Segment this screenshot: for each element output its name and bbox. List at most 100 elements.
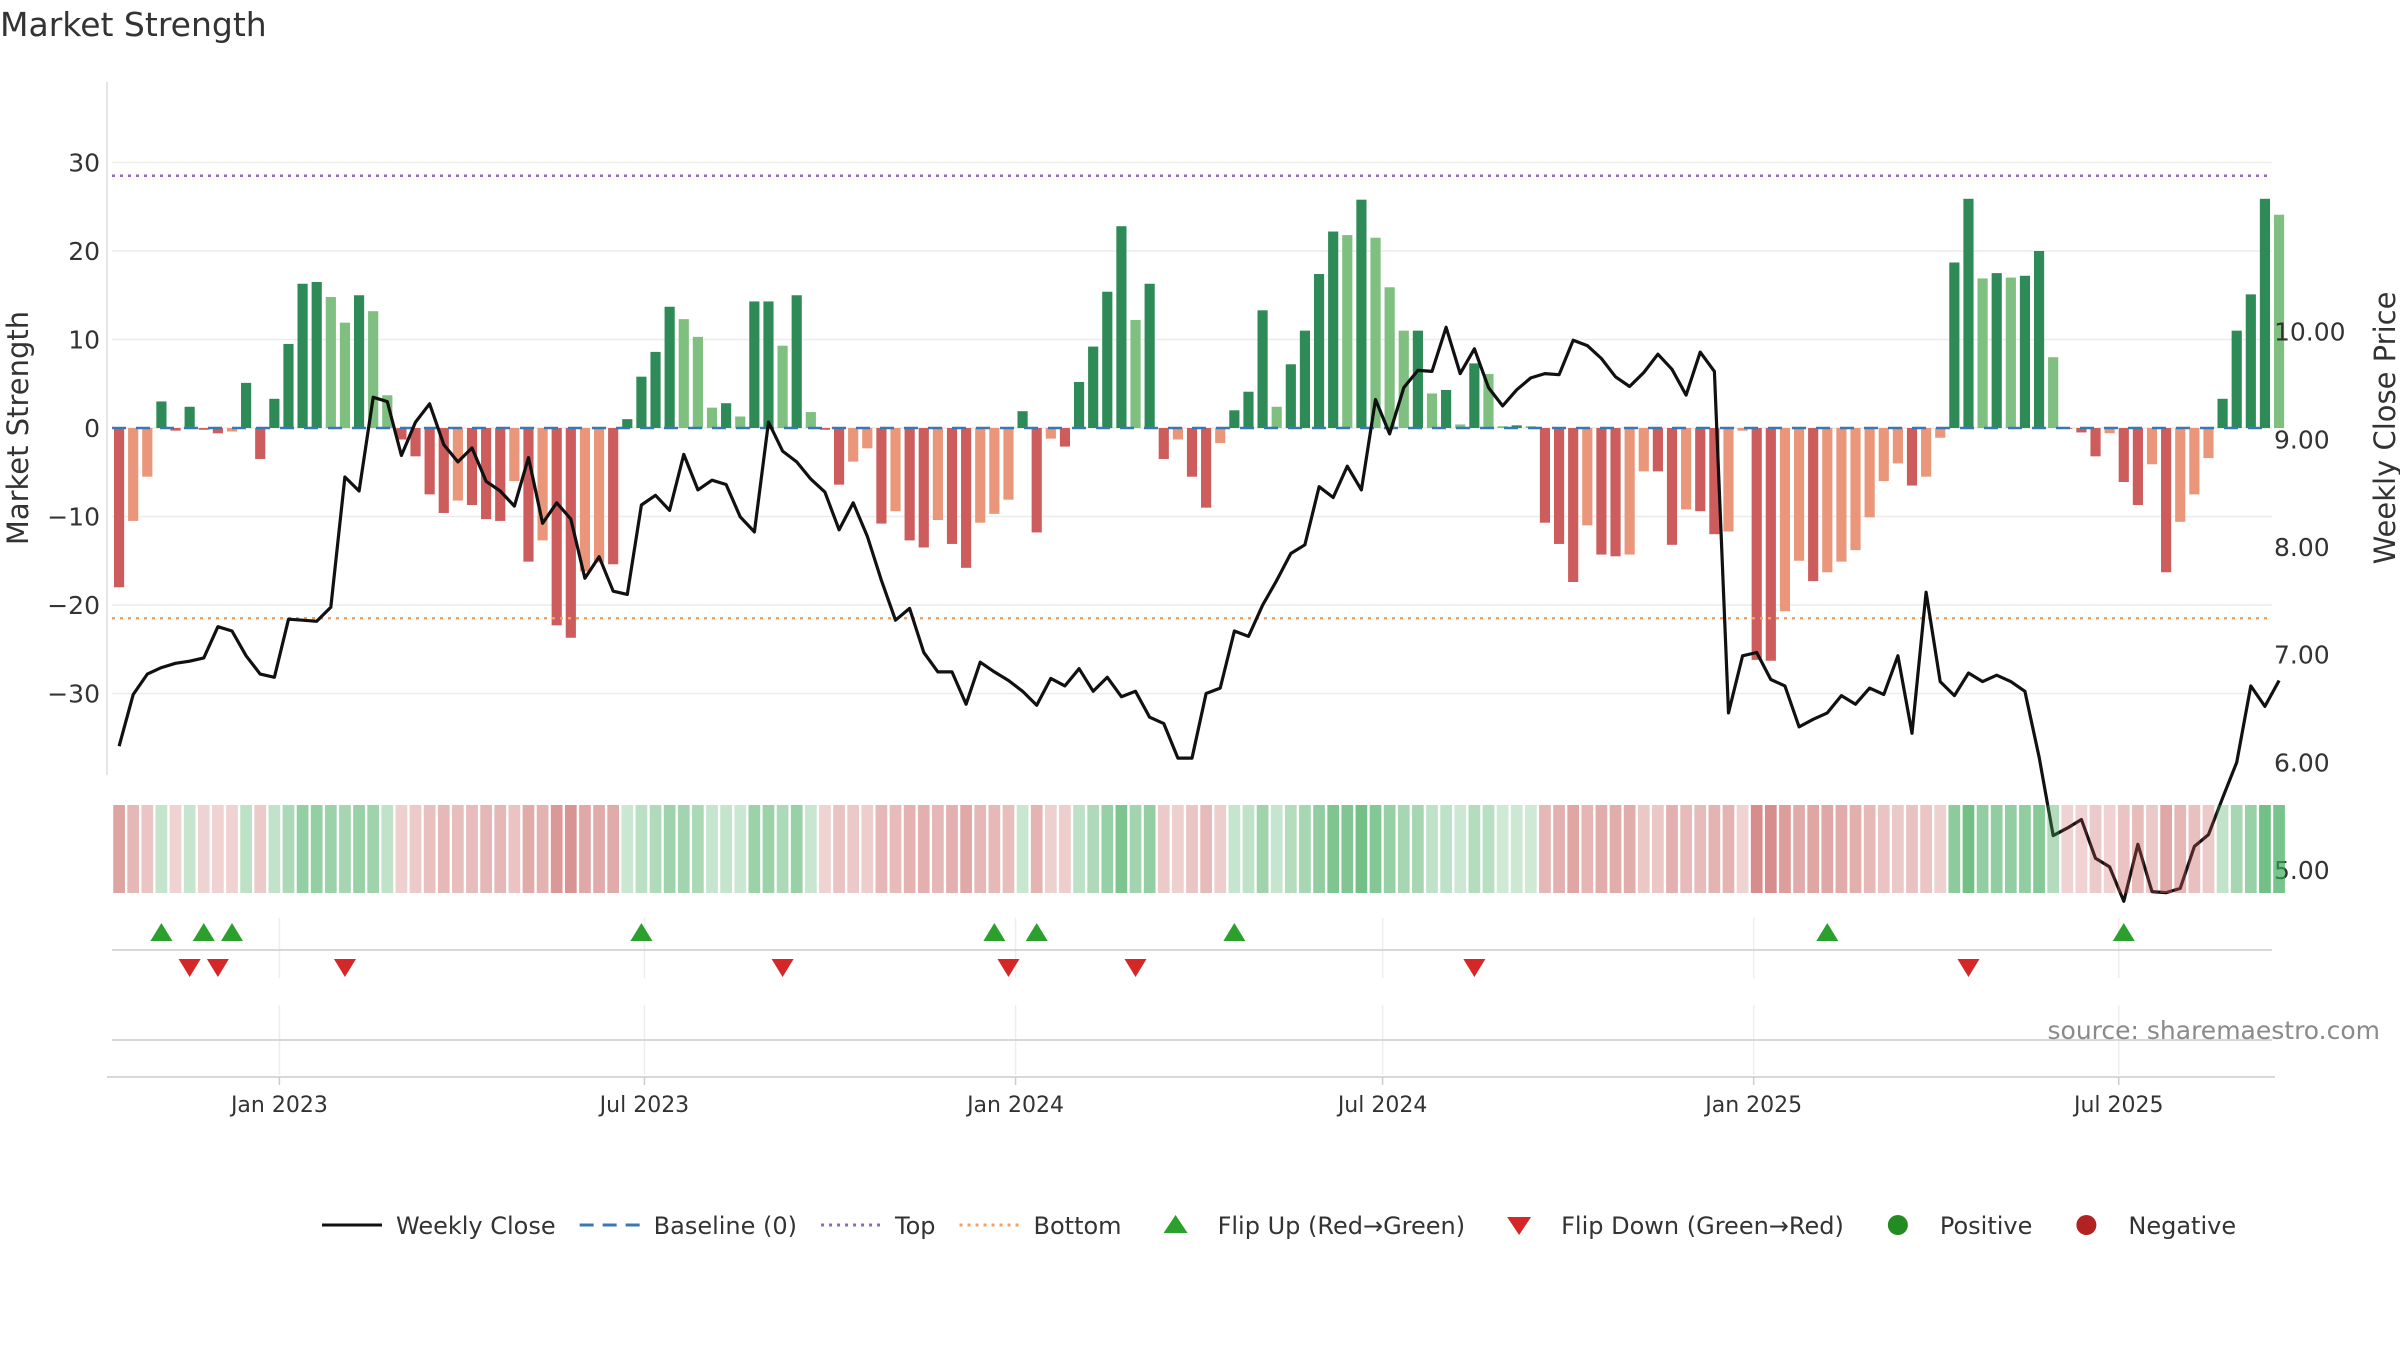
axes: −30−20−1001020305.006.007.008.009.0010.0… — [1, 82, 2400, 885]
band-tile — [932, 805, 944, 893]
strength-bar — [1059, 428, 1071, 447]
strength-bar — [1102, 291, 1113, 428]
strength-bar — [1666, 428, 1678, 545]
band-tile — [113, 805, 125, 893]
band-tile — [1976, 805, 1989, 893]
strength-bar — [1172, 428, 1183, 440]
band-tile — [1877, 805, 1890, 893]
source-label: source: sharemaestro.com — [2048, 1016, 2381, 1045]
band-tile — [1073, 805, 1085, 893]
strength-bar — [269, 398, 280, 428]
band-tile — [1172, 805, 1184, 893]
strength-bar — [297, 283, 308, 428]
chart-title: Market Strength — [0, 5, 267, 44]
legend-label: Top — [894, 1212, 936, 1240]
band-tile — [395, 805, 408, 893]
strength-bar — [2189, 428, 2200, 495]
band-tile — [1256, 805, 1269, 893]
band-tile — [452, 805, 464, 893]
band-tile — [240, 805, 252, 893]
band-tile — [254, 805, 267, 893]
weekly-close-series — [117, 325, 2281, 903]
band-tile — [141, 805, 154, 893]
strength-bar — [2273, 214, 2285, 428]
band-tile — [409, 805, 422, 893]
band-tile — [437, 805, 450, 893]
strength-bar — [2019, 275, 2031, 428]
band-tile — [621, 805, 634, 893]
strength-bar — [763, 301, 774, 428]
band-tile — [1694, 805, 1707, 893]
legend-label: Negative — [2128, 1212, 2236, 1240]
strength-bar — [1003, 428, 1014, 500]
band-tile — [579, 805, 591, 893]
flip-up-marker — [630, 923, 653, 941]
legend-item: Positive — [1887, 1212, 2032, 1240]
band-tile — [1736, 805, 1749, 893]
band-tile — [2117, 805, 2130, 893]
strength-bar — [946, 428, 958, 544]
legend-circle-icon — [2076, 1215, 2097, 1235]
band-tile — [1962, 805, 1975, 893]
band-tile — [1581, 805, 1594, 893]
band-tile — [2075, 805, 2088, 893]
band-tile — [2103, 805, 2116, 893]
band-tile — [1327, 805, 1340, 893]
strength-bar — [2217, 398, 2228, 428]
strength-bar — [1808, 428, 1819, 582]
strength-bar — [1243, 391, 1254, 428]
band-tile — [494, 805, 507, 893]
strength-bar — [2175, 428, 2186, 522]
strength-bar — [2118, 428, 2129, 482]
band-tile — [1002, 805, 1015, 893]
band-tile — [692, 805, 704, 893]
band-tile — [1539, 805, 1551, 893]
band-tile — [1369, 805, 1382, 893]
strength-bar — [1906, 428, 1918, 486]
strength-bar — [212, 428, 223, 434]
band-tile — [1948, 805, 1961, 893]
band-tile — [1510, 805, 1523, 893]
band-tile — [2230, 805, 2243, 893]
band-tile — [381, 805, 394, 893]
band-tile — [296, 805, 309, 893]
strength-bar — [537, 428, 548, 541]
strength-bar — [961, 428, 972, 568]
strength-bar — [2231, 330, 2242, 428]
band-tile — [1115, 805, 1128, 893]
strength-bar — [452, 428, 463, 501]
y-tick-label: 0 — [84, 414, 100, 443]
band-tile — [2061, 805, 2074, 893]
band-tile — [522, 805, 535, 893]
band-tile — [1143, 805, 1156, 893]
band-tile — [748, 805, 761, 893]
band-tile — [635, 805, 648, 893]
strength-bar — [1935, 428, 1946, 438]
y-axis-title: Market Strength — [1, 311, 35, 545]
band-tile — [536, 805, 549, 893]
band-tile — [310, 805, 323, 893]
strength-bar — [848, 428, 859, 462]
band-tile — [1087, 805, 1100, 893]
strength-bar — [325, 297, 336, 428]
legend-label: Flip Up (Red→Green) — [1218, 1212, 1466, 1240]
strength-bar — [1892, 428, 1903, 464]
band-tile — [1454, 805, 1467, 893]
y-tick-label: −20 — [47, 591, 100, 620]
strength-bar — [2161, 428, 2172, 573]
strength-bar — [311, 281, 322, 428]
band-tile — [861, 805, 874, 893]
legend-circle-icon — [1887, 1215, 1908, 1235]
strength-bar — [1652, 428, 1663, 472]
strength-bar — [650, 351, 661, 428]
flip-down-marker — [333, 959, 356, 977]
strength-bar — [819, 428, 831, 430]
strength-bar — [833, 428, 845, 485]
band-tile — [1228, 805, 1241, 893]
strength-bar — [1130, 320, 1141, 428]
strength-bar — [1709, 428, 1720, 535]
strength-band-strip — [113, 805, 2285, 893]
strength-bar — [339, 322, 351, 428]
strength-bar — [1229, 410, 1240, 428]
